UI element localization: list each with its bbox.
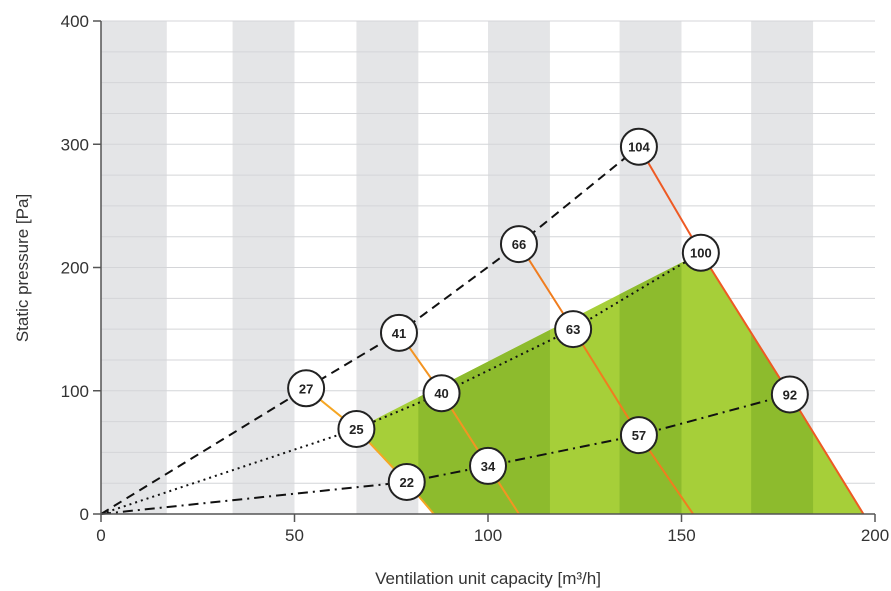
y-tick-label: 400 (61, 12, 89, 31)
marker: 34 (469, 446, 507, 485)
marker-circle (681, 233, 720, 272)
marker-circle (379, 313, 418, 352)
marker-label: 27 (299, 381, 313, 396)
marker-label: 34 (481, 459, 496, 474)
marker-label: 63 (566, 322, 580, 337)
markers: 27 41 66 104 25 40 63 100 22 34 57 92 (287, 127, 809, 501)
marker-label: 22 (399, 475, 413, 490)
marker-label: 100 (690, 246, 712, 261)
marker-circle (387, 462, 426, 501)
marker: 57 (619, 416, 658, 455)
marker: 41 (379, 313, 418, 352)
marker: 22 (387, 462, 426, 501)
fan-line (638, 146, 865, 515)
marker-circle (337, 409, 376, 448)
marker-label: 92 (783, 387, 797, 402)
x-tick-label: 200 (861, 526, 889, 545)
fan-line (305, 387, 435, 515)
marker: 92 (770, 375, 809, 414)
fan-line (398, 332, 520, 515)
marker-label: 40 (434, 386, 448, 401)
marker: 40 (422, 374, 461, 413)
marker-label: 66 (512, 237, 526, 252)
marker-circle (499, 225, 538, 264)
y-tick-label: 100 (61, 382, 89, 401)
marker-label: 57 (632, 428, 646, 443)
fan-lines (305, 146, 865, 515)
x-tick-label: 50 (285, 526, 304, 545)
marker: 25 (337, 409, 376, 448)
x-tick-label: 150 (667, 526, 695, 545)
marker-circle (554, 310, 593, 349)
marker: 104 (619, 127, 658, 166)
marker: 63 (554, 310, 593, 349)
fan-line (518, 243, 694, 515)
marker-circle (422, 374, 461, 413)
marker: 27 (287, 369, 326, 408)
marker-circle (619, 416, 658, 455)
y-axis-label: Static pressure [Pa] (13, 194, 32, 342)
marker-circle (287, 369, 326, 408)
marker-label: 41 (392, 326, 406, 341)
marker: 66 (499, 225, 538, 264)
x-tick-label: 100 (474, 526, 502, 545)
operating-region-band (619, 252, 682, 514)
marker: 100 (681, 233, 720, 272)
marker-circle (770, 375, 809, 414)
y-tick-label: 200 (61, 259, 89, 278)
axes: 0 100 200 300 400 0 50 100 150 200 (61, 12, 890, 545)
marker-circle (619, 127, 658, 166)
y-tick-label: 0 (80, 505, 89, 524)
marker-label: 25 (349, 422, 363, 437)
marker-circle (469, 446, 507, 485)
marker-label: 104 (628, 140, 650, 155)
x-tick-label: 0 (96, 526, 105, 545)
y-tick-label: 300 (61, 135, 89, 154)
x-axis-label: Ventilation unit capacity [m³/h] (375, 569, 601, 588)
